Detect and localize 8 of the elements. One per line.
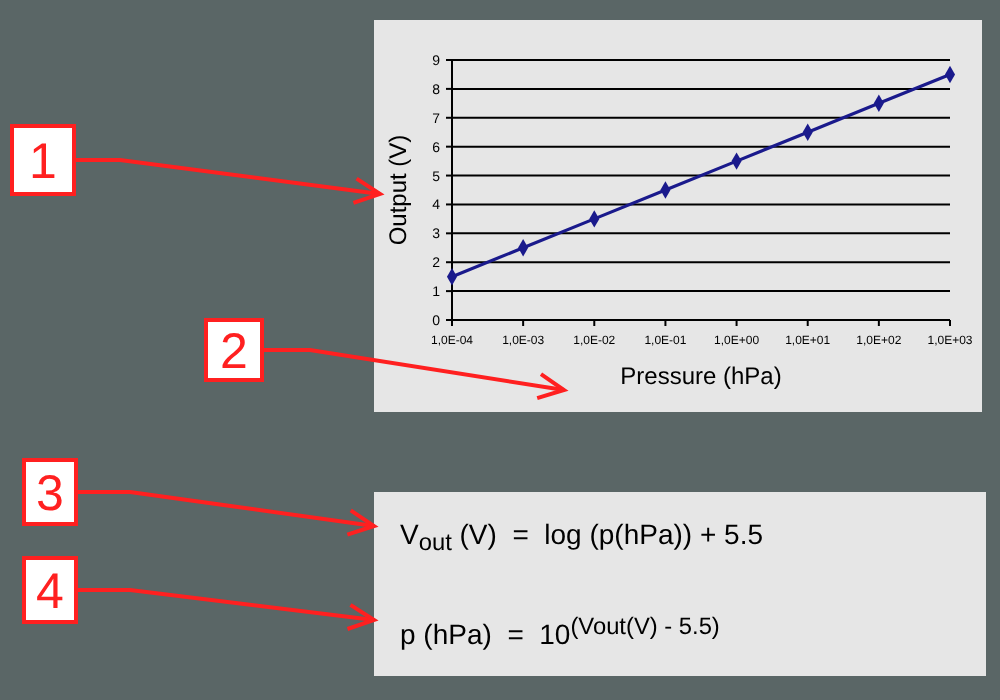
text: 4 xyxy=(36,564,65,620)
text: 2 xyxy=(220,324,248,380)
text: p (hPa) = 10$^{(Vout(V) - 5.5)}$ xyxy=(400,611,720,650)
text: 1 xyxy=(29,134,57,190)
x-axis-title: Pressure (hPa) xyxy=(620,362,782,390)
text: V$_{out}$ (V) = log (p(hPa)) + 5.5 xyxy=(400,518,764,556)
y-axis-title: Output (V) xyxy=(384,134,412,246)
text: 3 xyxy=(36,466,64,522)
